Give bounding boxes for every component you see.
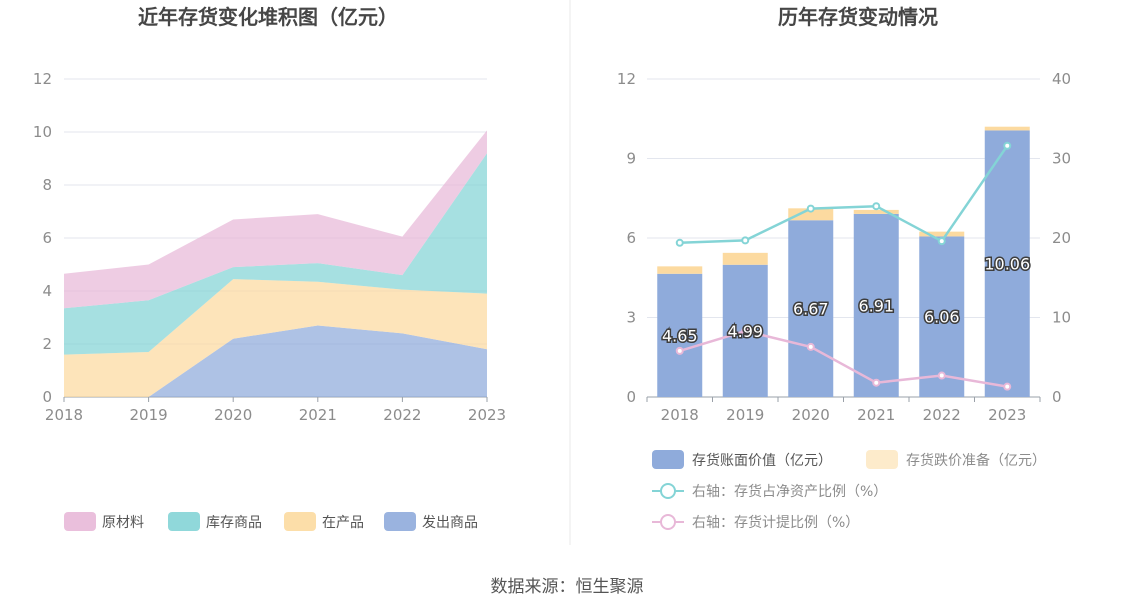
line-point-1 (741, 327, 750, 336)
bar-series-1 (722, 252, 768, 265)
left-areas (64, 130, 487, 397)
right-y2-tick: 40 (1052, 70, 1071, 88)
right-y-tick: 6 (626, 229, 636, 247)
line-point-0 (741, 236, 750, 245)
line-point-0 (1003, 141, 1012, 150)
legend-label: 库存商品 (206, 515, 262, 531)
right-x-tick: 2022 (923, 406, 961, 424)
legend-swatch (168, 512, 200, 531)
bar-series-0 (788, 220, 834, 397)
left-x-tick: 2019 (130, 406, 168, 424)
legend-label: 在产品 (322, 515, 364, 531)
right-y-axis-left: 0 3 6 9 12 (617, 70, 636, 406)
right-y-tick: 3 (626, 309, 636, 327)
left-y-tick: 2 (42, 335, 52, 353)
bar-line-chart: 历年存货变动情况 4.65 4.99 6.67 6.91 6.06 10.06 0 3 6 9 1… (617, 5, 1071, 531)
legend-label: 存货跌价准备（亿元） (906, 452, 1046, 469)
legend-label: 存货账面价值（亿元） (692, 452, 832, 469)
bar-series-1 (853, 209, 899, 214)
left-y-tick: 10 (33, 123, 52, 141)
line-series-0 (679, 145, 1009, 245)
right-y-axis-right: 0 10 20 30 40 (1052, 70, 1071, 406)
right-y-tick: 12 (617, 70, 636, 88)
bar-value-label: 4.99 (727, 322, 763, 341)
legend-marker (660, 483, 676, 499)
data-source-note: 数据来源：恒生聚源 (491, 577, 644, 597)
legend-label: 右轴：存货计提比例（%） (692, 514, 859, 531)
left-y-tick: 4 (42, 282, 52, 300)
line-point-0 (806, 204, 815, 213)
line-point-0 (937, 237, 946, 246)
left-x-tick: 2021 (299, 406, 337, 424)
right-y2-tick: 10 (1052, 309, 1071, 327)
right-y-tick: 0 (626, 388, 636, 406)
legend-swatch (652, 450, 684, 469)
right-bar-labels: 4.65 4.99 6.67 6.91 6.06 10.06 (660, 253, 1031, 347)
left-y-tick: 8 (42, 176, 52, 194)
legend-marker (660, 514, 676, 530)
right-bars (657, 126, 1030, 397)
right-chart-title: 历年存货变动情况 (778, 5, 938, 29)
line-series-1 (679, 329, 1008, 388)
left-x-tick: 2023 (468, 406, 506, 424)
bar-value-label: 6.06 (924, 308, 960, 327)
bar-value-label: 4.65 (662, 326, 698, 345)
left-x-tick: 2018 (45, 406, 83, 424)
right-x-tick: 2021 (857, 406, 895, 424)
line-point-1 (872, 378, 881, 387)
right-x-axis: 2018 2019 2020 2021 2022 2023 (646, 397, 1041, 424)
left-legend: 原材料 库存商品 在产品 发出商品 (64, 512, 478, 531)
legend-label: 右轴：存货占净资产比例（%） (692, 483, 887, 500)
bar-value-label: 10.06 (984, 255, 1030, 274)
bar-series-0 (919, 236, 965, 397)
line-point-1 (1003, 382, 1012, 391)
bar-value-label: 6.67 (793, 300, 829, 319)
bar-series-1 (788, 208, 834, 221)
line-point-0 (675, 238, 684, 247)
left-y-tick: 6 (42, 229, 52, 247)
bar-series-1 (919, 231, 965, 237)
area-series-2 (64, 153, 487, 355)
left-x-tick: 2020 (214, 406, 252, 424)
left-y-tick: 12 (33, 70, 52, 88)
right-x-tick: 2019 (726, 406, 764, 424)
bar-series-0 (984, 130, 1030, 397)
line-point-1 (675, 346, 684, 355)
legend-swatch (64, 512, 96, 531)
legend-swatch (384, 512, 416, 531)
right-grid (647, 78, 1040, 398)
area-series-3 (64, 130, 487, 309)
right-legend: 存货账面价值（亿元） 存货跌价准备（亿元） 右轴：存货占净资产比例（%） 右轴：存货计… (652, 450, 1046, 531)
legend-label: 原材料 (102, 515, 144, 531)
bar-series-0 (853, 213, 899, 397)
area-series-1 (64, 279, 487, 397)
right-x-tick: 2023 (988, 406, 1026, 424)
line-point-0 (872, 202, 881, 211)
right-y2-tick: 0 (1052, 388, 1062, 406)
bar-series-1 (657, 266, 703, 274)
left-y-axis: 0 2 4 6 8 10 12 (33, 70, 52, 406)
bar-value-label: 6.91 (858, 296, 894, 315)
right-y-tick: 9 (626, 150, 636, 168)
area-series-0 (64, 325, 487, 397)
stacked-area-chart: 近年存货变化堆积图（亿元） 0 2 4 6 8 10 12 2018 2019 2020 2021… (33, 5, 506, 531)
line-point-1 (937, 371, 946, 380)
right-lines (675, 141, 1012, 391)
legend-swatch (866, 450, 898, 469)
right-x-tick: 2020 (792, 406, 830, 424)
left-chart-title: 近年存货变化堆积图（亿元） (138, 5, 398, 29)
right-y2-tick: 30 (1052, 150, 1071, 168)
line-point-1 (806, 342, 815, 351)
left-x-axis: 2018 2019 2020 2021 2022 2023 (45, 397, 506, 424)
right-y2-tick: 20 (1052, 229, 1071, 247)
left-x-tick: 2022 (383, 406, 421, 424)
right-x-tick: 2018 (661, 406, 699, 424)
legend-label: 发出商品 (422, 515, 478, 531)
bar-series-0 (657, 273, 703, 397)
left-y-tick: 0 (42, 388, 52, 406)
legend-swatch (284, 512, 316, 531)
bar-series-1 (984, 126, 1030, 131)
